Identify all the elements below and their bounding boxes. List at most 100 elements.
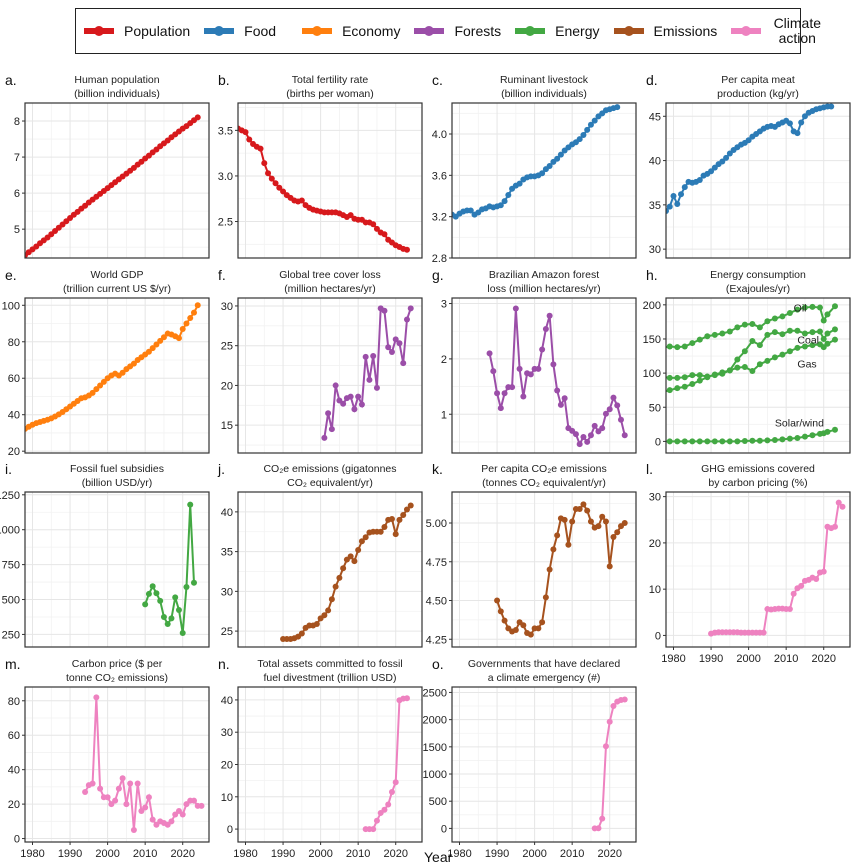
data-point xyxy=(265,170,272,177)
data-point xyxy=(115,785,122,792)
data-point xyxy=(467,207,474,214)
x-tick-label: 1980 xyxy=(20,848,44,860)
data-point xyxy=(749,338,756,345)
data-point xyxy=(606,718,613,725)
y-tick-label: 0 xyxy=(655,630,661,642)
data-point xyxy=(831,303,838,310)
data-point xyxy=(321,434,328,441)
data-point xyxy=(786,120,793,127)
y-tick-label: 750 xyxy=(2,560,20,572)
data-point xyxy=(798,119,805,126)
data-point xyxy=(351,558,358,565)
data-point xyxy=(332,382,339,389)
data-point xyxy=(527,371,534,378)
data-point xyxy=(149,583,156,590)
data-point xyxy=(670,193,677,199)
data-point xyxy=(328,426,335,433)
panel-title: World GDP xyxy=(91,269,144,281)
data-point xyxy=(726,367,733,374)
plot-frame xyxy=(237,102,423,259)
data-point xyxy=(134,780,141,787)
series-group xyxy=(238,125,410,253)
data-point xyxy=(794,344,801,351)
data-point xyxy=(587,432,594,439)
annotation-label: Coal xyxy=(797,335,819,347)
panel-m: m. Carbon price ($ per tonne CO₂ emissions… xyxy=(5,656,210,860)
x-tick-label: 2020 xyxy=(383,848,407,860)
data-point xyxy=(381,806,388,813)
data-point xyxy=(3,435,9,441)
data-point xyxy=(745,137,752,144)
data-point xyxy=(183,320,190,327)
data-point xyxy=(689,340,696,347)
y-tick-label: 1 xyxy=(441,409,447,421)
panel-a: a. Human population (billion individuals) 5… xyxy=(5,72,210,263)
data-point xyxy=(681,343,688,350)
data-point xyxy=(550,546,557,553)
data-point xyxy=(149,345,156,352)
panel-letter: e. xyxy=(5,267,17,283)
data-point xyxy=(599,240,605,246)
y-tick-label: 20 xyxy=(649,538,661,550)
data-point xyxy=(719,438,726,445)
panel-o: o. Governments that have declared a climat… xyxy=(423,656,637,860)
data-point xyxy=(599,513,606,520)
data-point xyxy=(801,330,808,337)
data-point xyxy=(576,441,583,448)
data-point xyxy=(127,780,134,787)
data-point xyxy=(614,104,621,111)
data-point xyxy=(153,590,160,597)
data-point xyxy=(629,399,635,405)
data-point xyxy=(539,170,546,177)
data-point xyxy=(175,335,182,342)
data-point xyxy=(261,160,268,167)
legend-label: Emissions xyxy=(653,22,718,39)
data-point xyxy=(400,360,407,367)
data-point xyxy=(194,114,201,121)
data-point xyxy=(542,326,549,332)
legend-item-emissions: Emissions xyxy=(613,22,718,39)
data-point xyxy=(637,438,643,444)
y-tick-label: 20 xyxy=(8,799,20,811)
y-tick-label: 1000 xyxy=(0,525,20,537)
data-point xyxy=(14,257,20,263)
panel-title: Carbon price ($ per xyxy=(72,658,163,670)
data-point xyxy=(332,583,339,590)
data-point xyxy=(572,431,579,438)
data-point xyxy=(373,384,380,391)
data-point xyxy=(179,811,186,818)
data-point xyxy=(704,374,711,381)
data-point xyxy=(347,393,354,400)
panel-letter: i. xyxy=(5,461,12,477)
data-point xyxy=(779,351,786,358)
data-point xyxy=(190,797,197,804)
data-point xyxy=(280,188,287,195)
data-point xyxy=(160,334,167,341)
y-tick-label: 25 xyxy=(221,626,233,638)
plot-frame xyxy=(24,491,210,648)
data-point xyxy=(696,377,703,384)
data-point xyxy=(535,625,542,632)
y-tick-label: 50 xyxy=(649,402,661,414)
data-point xyxy=(0,436,5,442)
x-tick-label: 2020 xyxy=(597,848,621,860)
data-point xyxy=(408,235,414,241)
legend-item-energy: Energy xyxy=(515,23,600,39)
y-tick-label: 0 xyxy=(441,823,447,835)
data-point xyxy=(614,529,621,536)
plot-frame xyxy=(451,102,637,259)
data-point xyxy=(749,368,756,375)
annotation-label: Gas xyxy=(797,359,816,371)
data-point xyxy=(681,383,688,390)
y-tick-label: 150 xyxy=(643,334,661,346)
data-point xyxy=(696,372,703,379)
data-point xyxy=(164,620,171,627)
data-point xyxy=(610,242,616,248)
data-point xyxy=(392,779,399,786)
data-point xyxy=(313,620,320,627)
data-point xyxy=(580,132,587,139)
data-point xyxy=(794,306,801,313)
data-point xyxy=(172,594,179,601)
data-point xyxy=(618,236,624,242)
data-point xyxy=(97,785,104,792)
